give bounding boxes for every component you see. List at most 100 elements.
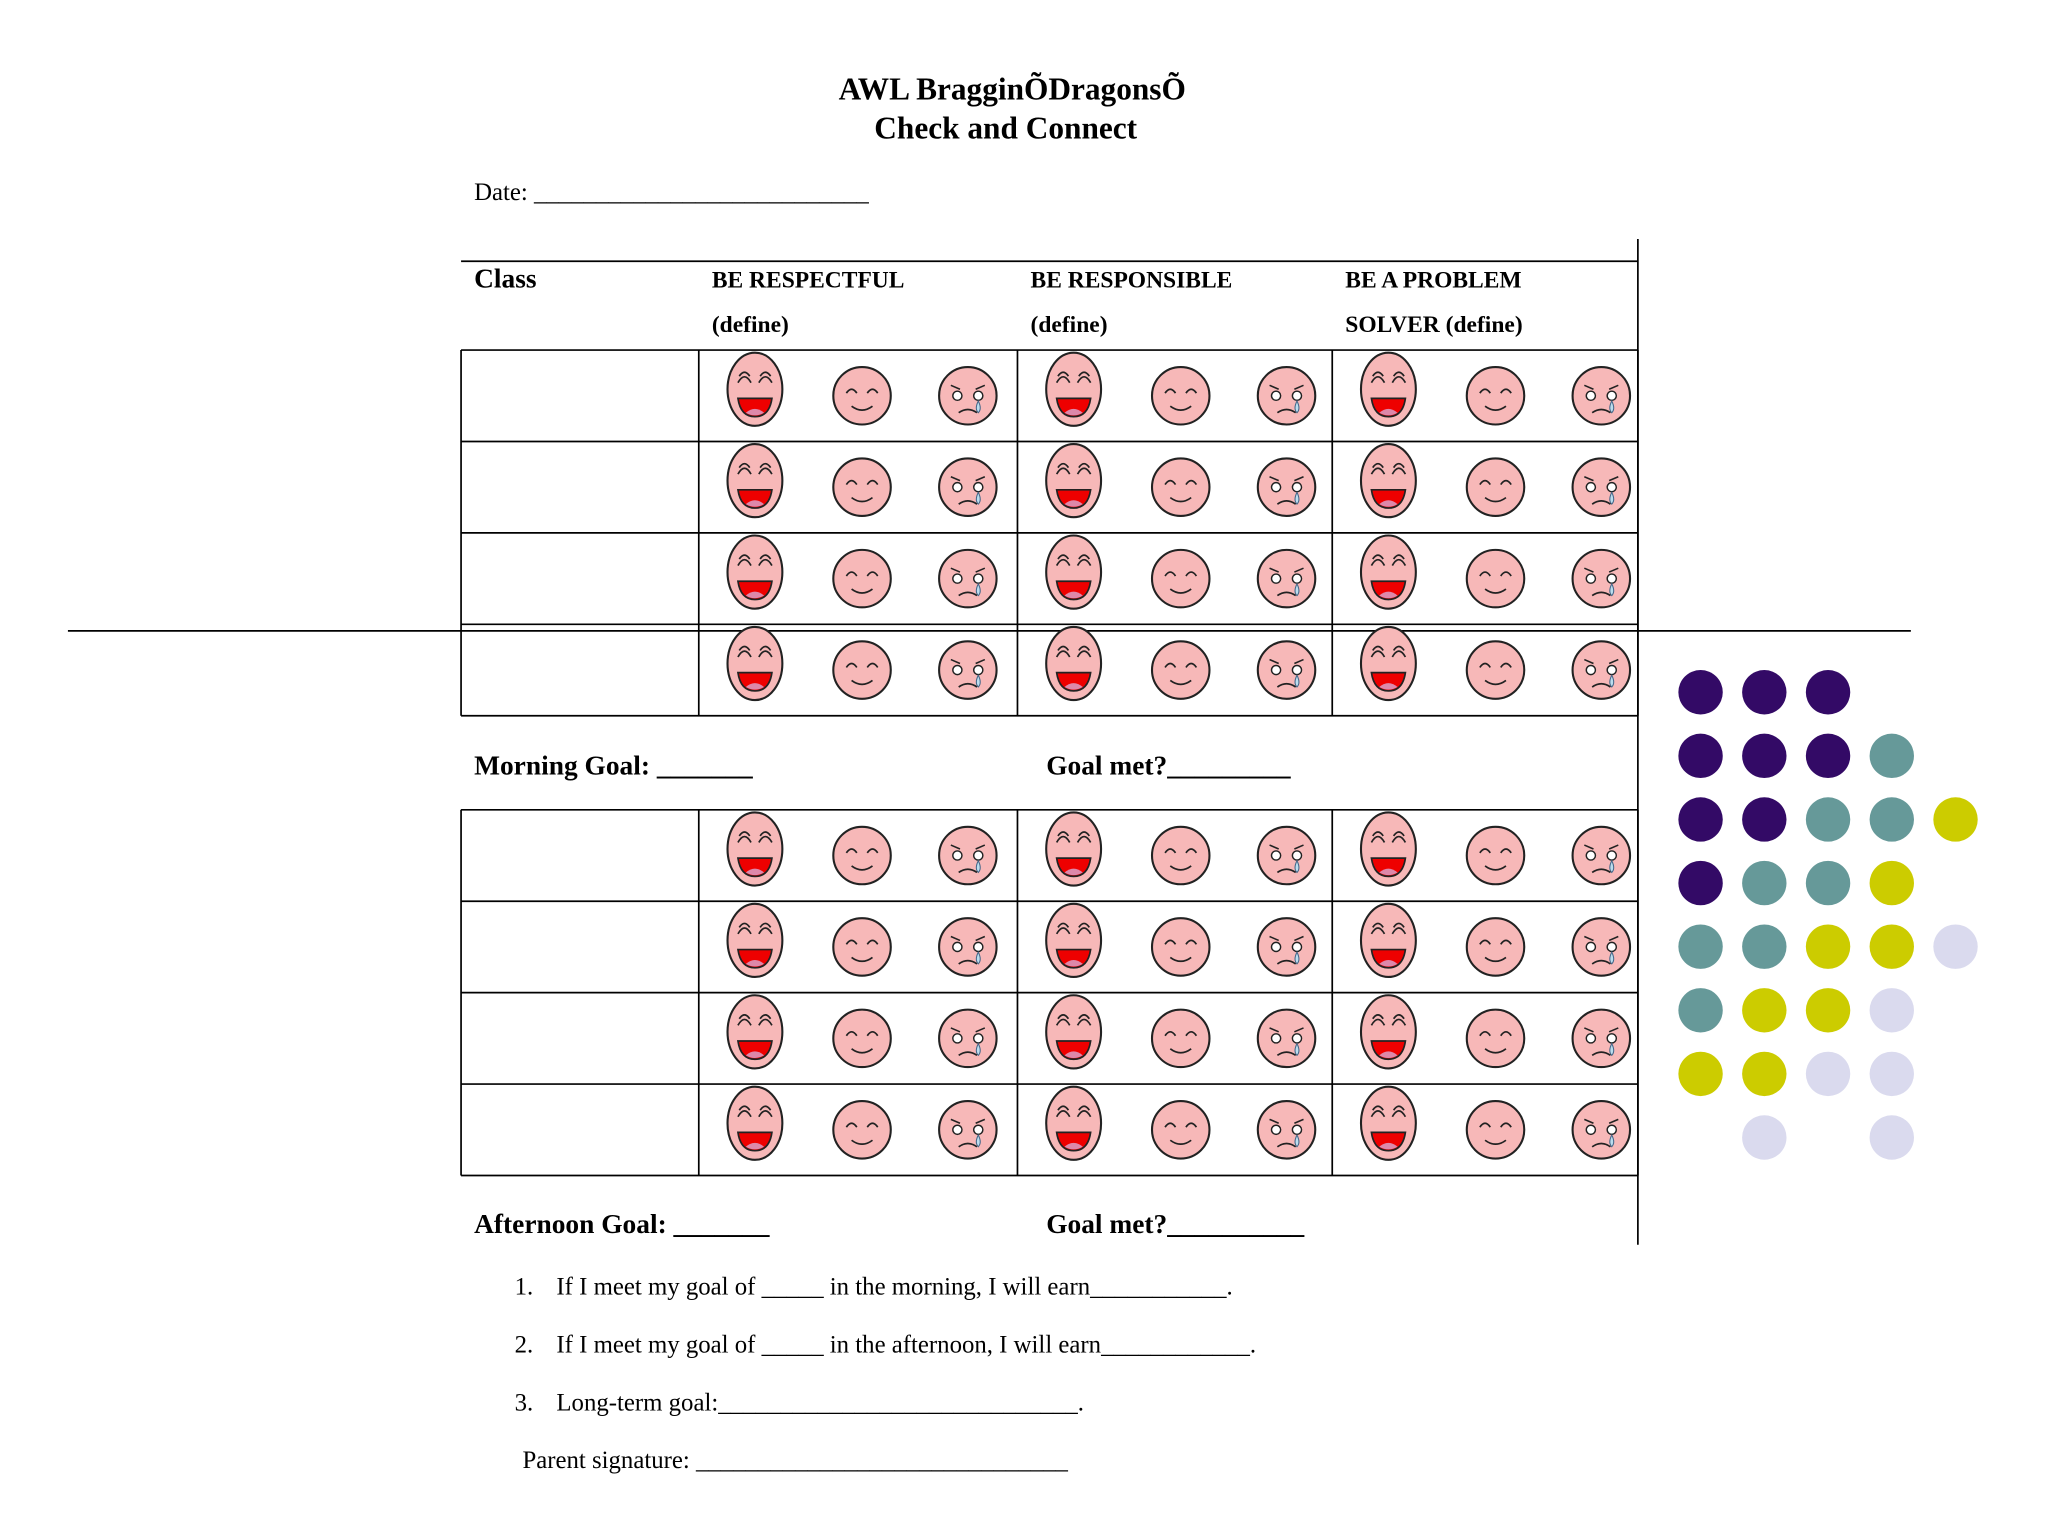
eye (972, 850, 984, 861)
mouth (1169, 679, 1192, 686)
mouth (1169, 405, 1192, 411)
face-outline (938, 548, 998, 609)
eye (952, 390, 963, 402)
list-number: 2. (515, 1331, 534, 1358)
neutral-face (832, 917, 892, 977)
mouth (1591, 1051, 1611, 1057)
happy-face (1359, 351, 1417, 427)
neutral-face (1150, 365, 1211, 426)
mouth (1055, 397, 1092, 418)
eye (1479, 1031, 1512, 1037)
eye (1585, 481, 1597, 493)
eye (1585, 850, 1597, 861)
tongue (1379, 408, 1398, 416)
happy-face (1359, 443, 1417, 519)
tongue (1064, 960, 1083, 967)
neutral-face (1150, 825, 1211, 886)
eye (950, 844, 986, 850)
tear (975, 582, 981, 597)
decorative-dot (1869, 860, 1914, 906)
decorative-dot (1869, 924, 1914, 969)
sad-face (1571, 640, 1632, 700)
mouth (1169, 1139, 1192, 1146)
decorative-dot (1742, 860, 1787, 906)
mouth (851, 1139, 873, 1146)
mouth (736, 397, 773, 418)
sad-face (938, 548, 998, 609)
list-item: Long-term goal:_________________________… (556, 1390, 1084, 1417)
eye (950, 384, 986, 390)
mouth (1276, 959, 1297, 965)
tongue (745, 868, 765, 876)
eye (1269, 1027, 1304, 1033)
decorative-dot (1678, 733, 1723, 779)
sad-face (938, 365, 998, 426)
eye (1479, 1122, 1512, 1128)
mouth (1055, 671, 1092, 692)
face-outline (832, 457, 892, 517)
eye (950, 1027, 986, 1033)
face-outline (1150, 640, 1211, 700)
tongue (1379, 500, 1398, 507)
eye (1370, 1014, 1407, 1026)
eye (1164, 939, 1198, 945)
mouth (958, 591, 978, 597)
happy-face (726, 1085, 784, 1161)
eye (737, 922, 773, 935)
face-outline (938, 1008, 998, 1069)
neutral-face (1465, 640, 1526, 700)
eye (1269, 935, 1304, 942)
decorative-dot (1869, 733, 1914, 779)
eye (1055, 831, 1092, 843)
eye (1370, 831, 1407, 843)
face-outline (1256, 548, 1317, 609)
face-outline (1256, 640, 1317, 700)
eye (1584, 384, 1619, 390)
eye (737, 462, 773, 475)
eye (845, 848, 879, 854)
eye (1370, 371, 1407, 384)
mouth (851, 588, 873, 594)
happy-face (1045, 811, 1103, 887)
eye (1291, 941, 1303, 953)
tongue (745, 1051, 765, 1058)
happy-face (1045, 351, 1103, 427)
mouth (736, 948, 773, 969)
eye (972, 390, 984, 402)
eye (1585, 573, 1597, 584)
eye (1584, 658, 1619, 665)
eye (1606, 1124, 1618, 1136)
mouth (736, 857, 773, 878)
eye (1291, 573, 1303, 584)
sad-face (1571, 365, 1632, 426)
mouth (1370, 1040, 1407, 1061)
eye (1370, 645, 1407, 658)
mouth (958, 959, 978, 965)
mouth (851, 496, 873, 503)
eye (1585, 664, 1597, 676)
neutral-face (832, 640, 892, 700)
eye (950, 476, 986, 482)
eye (1370, 554, 1407, 566)
decorative-dot (1678, 988, 1723, 1033)
mouth (736, 671, 773, 692)
tear (1609, 950, 1615, 965)
eye (1370, 1105, 1407, 1118)
eye (1479, 848, 1512, 854)
mouth (1276, 408, 1297, 414)
eye (972, 941, 984, 953)
eye (1291, 664, 1303, 676)
tear (975, 950, 981, 965)
neutral-face (1150, 548, 1211, 609)
eye (1164, 571, 1198, 577)
mouth (1169, 1048, 1192, 1054)
sad-face (938, 917, 998, 977)
face-outline (1465, 548, 1526, 609)
decorative-dot (1678, 670, 1723, 715)
face-outline (938, 457, 998, 517)
sad-face (1256, 1100, 1317, 1160)
happy-face (726, 443, 784, 519)
mouth (851, 956, 873, 963)
eye (1164, 479, 1198, 486)
tongue (745, 683, 765, 690)
